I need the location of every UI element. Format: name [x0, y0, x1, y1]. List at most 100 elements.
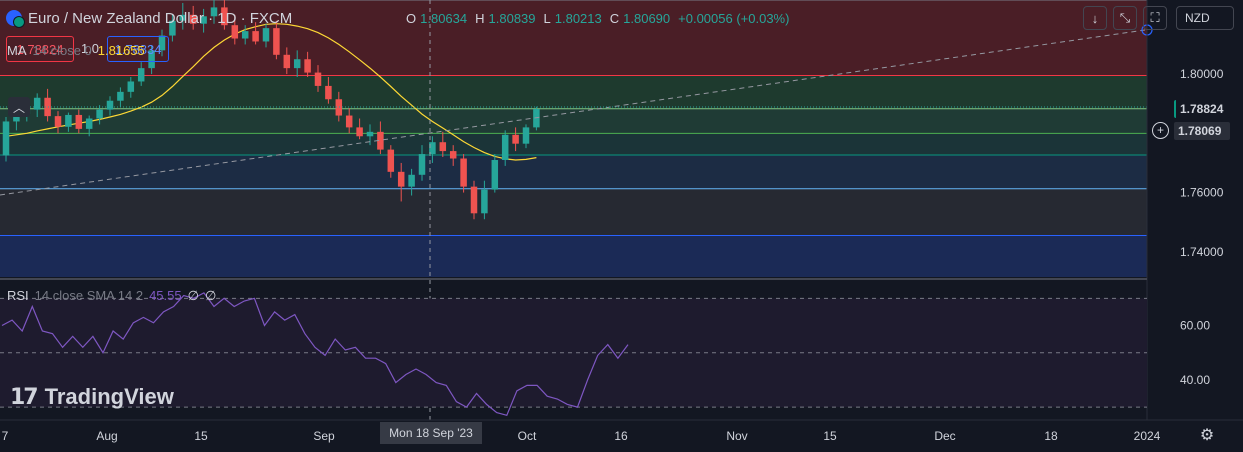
collapse-legend-button[interactable]: ︿	[8, 97, 30, 117]
candle-body-5	[54, 116, 62, 127]
candle-body-31	[325, 85, 332, 100]
collapse-pane-button[interactable]: ⤡	[1113, 6, 1137, 30]
high-label: H	[475, 11, 485, 26]
candle-body-6	[65, 114, 72, 127]
ma-params: 14 close 0	[32, 43, 92, 58]
candle-body-48	[501, 134, 509, 160]
rsi-na-1: ∅	[187, 288, 199, 303]
candle-body-33	[345, 115, 353, 128]
candle-body-4	[44, 97, 51, 117]
candle-body-12	[127, 81, 135, 92]
fullscreen-icon: ⛶	[1150, 10, 1160, 25]
time-tick-4: Oct	[518, 429, 537, 443]
price-tick-3: 1.74000	[1180, 245, 1224, 259]
ma-label: MA	[7, 43, 27, 58]
candle-body-47	[491, 159, 499, 190]
rsi-legend[interactable]: RSI 14 close SMA 14 2 45.55 ∅ ∅	[7, 288, 216, 304]
candle-body-14	[148, 50, 155, 69]
time-tick-0: 7	[2, 429, 9, 443]
candle-body-34	[356, 127, 363, 137]
fib-band-5	[0, 188, 1147, 236]
candle-body-11	[117, 91, 124, 101]
fullscreen-button[interactable]: ⛶	[1143, 6, 1167, 30]
time-tick-5: 16	[614, 429, 628, 443]
currency-label: NZD	[1185, 11, 1210, 25]
candle-body-42	[439, 142, 447, 152]
candle-body-22	[231, 25, 239, 39]
candle-body-36	[377, 131, 384, 150]
low-value: 1.80213	[554, 11, 602, 26]
rsi-pane: 60.00 40.00	[0, 292, 1210, 417]
price-tick-2: 1.76000	[1180, 186, 1224, 200]
candle-body-41	[429, 142, 436, 155]
last-price-tag: 1.78824	[1174, 100, 1230, 118]
fib-band-6	[0, 235, 1147, 277]
candle-body-38	[397, 171, 405, 187]
time-tick-10: 2024	[1134, 429, 1161, 443]
change-value: +0.00056 (+0.03%)	[678, 11, 790, 26]
candle-body-35	[366, 131, 374, 137]
candle-body-27	[283, 54, 291, 69]
symbol-header[interactable]: Euro / New Zealand Dollar · 1D · FXCM	[6, 6, 292, 30]
candle-body-49	[512, 134, 519, 144]
candle-body-10	[106, 100, 114, 110]
rsi-value: 45.55	[149, 288, 182, 303]
tradingview-logo[interactable]: 17 TradingView	[10, 384, 174, 410]
candle-body-50	[522, 127, 530, 144]
arrow-down-icon: ↓	[1091, 10, 1099, 26]
buy-button[interactable]: 1.78834	[107, 36, 169, 62]
candle-body-3	[33, 97, 41, 110]
candle-body-13	[137, 68, 145, 82]
candles	[2, 0, 540, 220]
candle-body-17	[179, 14, 187, 21]
candle-body-43	[449, 151, 457, 159]
candle-body-26	[273, 28, 280, 55]
crosshair-price-tag: 1.78069	[1174, 122, 1230, 140]
time-tick-1: Aug	[96, 429, 117, 443]
candle-body-24	[252, 31, 259, 42]
open-label: O	[406, 11, 417, 26]
rsi-label: RSI	[7, 288, 29, 303]
ma-value: 1.81655	[97, 43, 145, 58]
candle-body-19	[200, 16, 207, 24]
add-alert-icon[interactable]: +	[1152, 122, 1169, 139]
time-tick-8: Dec	[934, 429, 955, 443]
flag-icon	[6, 10, 25, 28]
collapse-icon: ⤡	[1119, 10, 1131, 25]
high-value: 1.80839	[488, 11, 536, 26]
time-tick-7: 15	[823, 429, 837, 443]
fib-levels	[0, 0, 1147, 237]
open-value: 1.80634	[420, 11, 468, 26]
ohlc-readout: O 1.80634 H 1.80839 L 1.80213 C 1.80690 …	[406, 11, 789, 26]
sell-button[interactable]: 1.78824	[6, 36, 74, 62]
close-label: C	[609, 11, 620, 26]
candle-body-28	[293, 59, 301, 69]
candle-body-40	[418, 154, 426, 175]
candle-body-37	[387, 149, 395, 172]
rsi-tick-0: 60.00	[1180, 319, 1210, 333]
candle-body-45	[470, 186, 478, 214]
fib-band-1	[0, 75, 1147, 109]
time-tick-2: 15	[194, 429, 208, 443]
fib-band-0	[0, 0, 1147, 76]
tv-logo-text: TradingView	[44, 384, 174, 409]
arrow-down-button[interactable]: ↓	[1083, 6, 1107, 30]
rsi-tick-1: 40.00	[1180, 373, 1210, 387]
ma-legend[interactable]: MA 14 close 0 1.81655	[7, 43, 145, 58]
candle-body-15	[158, 35, 166, 51]
trendline-path	[0, 29, 1146, 196]
candle-body-30	[314, 72, 322, 86]
candle-body-46	[481, 189, 488, 214]
candle-body-0	[2, 121, 10, 156]
rsi-line	[1, 292, 629, 417]
currency-select[interactable]: NZD	[1176, 6, 1234, 30]
candle-body-39	[408, 174, 415, 187]
candle-body-9	[96, 109, 103, 119]
candle-body-44	[460, 158, 467, 187]
time-tick-3: Sep	[313, 429, 335, 443]
rsi-params: 14 close SMA 14 2	[34, 288, 144, 303]
gear-icon[interactable]: ⚙	[1199, 427, 1215, 444]
candle-body-29	[304, 59, 311, 73]
candle-body-7	[75, 114, 83, 129]
